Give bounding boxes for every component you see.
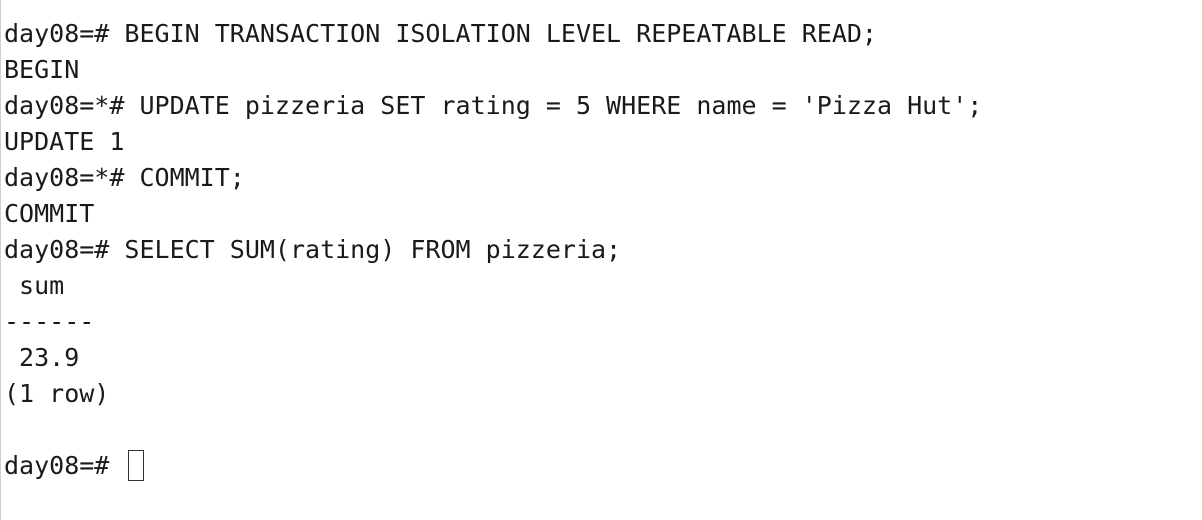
terminal-line: day08=# SELECT SUM(rating) FROM pizzeria… <box>4 235 622 264</box>
terminal-line: day08=*# UPDATE pizzeria SET rating = 5 … <box>4 91 983 120</box>
result-value: 23.9 <box>4 343 80 372</box>
terminal-line: UPDATE 1 <box>4 127 125 156</box>
terminal-line <box>4 412 982 448</box>
result-column-header: sum <box>4 271 65 300</box>
terminal-line: BEGIN <box>4 55 80 84</box>
terminal-output: day08=# BEGIN TRANSACTION ISOLATION LEVE… <box>4 16 982 484</box>
terminal-line: day08=# BEGIN TRANSACTION ISOLATION LEVE… <box>4 19 877 48</box>
terminal-line: COMMIT <box>4 199 95 228</box>
terminal-line: day08=*# COMMIT; <box>4 163 245 192</box>
text-cursor <box>128 449 145 481</box>
result-separator: ------ <box>4 307 95 336</box>
result-row-count: (1 row) <box>4 379 110 408</box>
prompt: day08=# <box>4 451 125 480</box>
command-input-line[interactable]: day08=# <box>4 448 982 484</box>
